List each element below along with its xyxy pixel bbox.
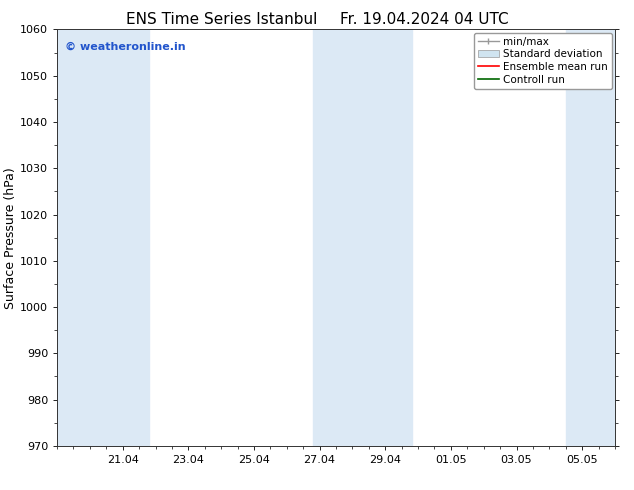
Text: ENS Time Series Istanbul: ENS Time Series Istanbul	[126, 12, 318, 27]
Bar	[566, 29, 615, 446]
Text: © weatheronline.in: © weatheronline.in	[65, 42, 186, 52]
Text: Fr. 19.04.2024 04 UTC: Fr. 19.04.2024 04 UTC	[340, 12, 509, 27]
Legend: min/max, Standard deviation, Ensemble mean run, Controll run: min/max, Standard deviation, Ensemble me…	[474, 32, 612, 89]
Y-axis label: Surface Pressure (hPa): Surface Pressure (hPa)	[4, 167, 17, 309]
Bar	[313, 29, 411, 446]
Bar	[57, 29, 149, 446]
